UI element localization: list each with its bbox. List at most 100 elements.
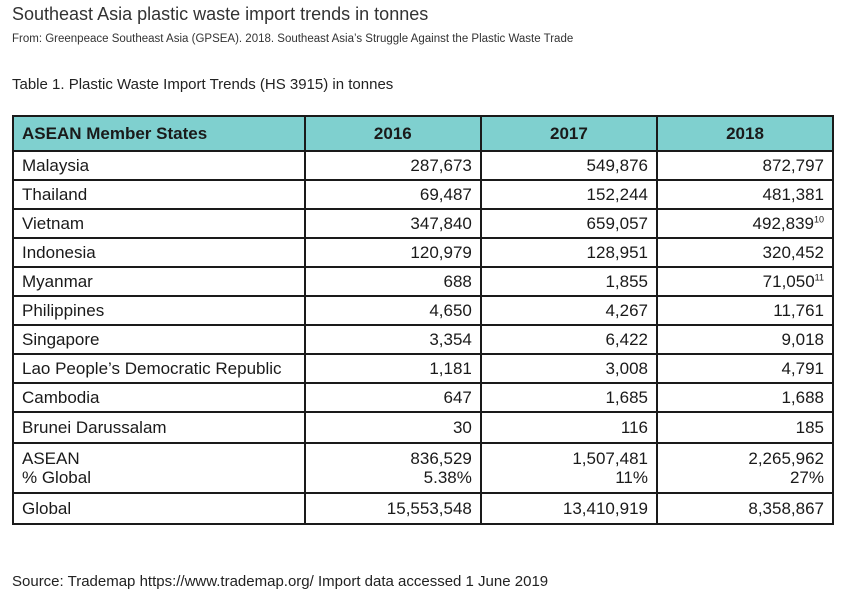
value-2018: 481,381 (655, 179, 835, 210)
table-row: Myanmar 688 1,855 71,05011 (12, 266, 835, 297)
table-row: Singapore 3,354 6,422 9,018 (12, 324, 835, 355)
value-text: 4,791 (781, 358, 824, 378)
table-header-row: ASEAN Member States 2016 2017 2018 (12, 115, 835, 152)
value-2016: 1,181 (303, 353, 482, 384)
table-row: Philippines 4,650 4,267 11,761 (12, 295, 835, 326)
value-text: 320,452 (762, 242, 824, 262)
value-2017: 6,422 (479, 324, 658, 355)
table-row: Thailand 69,487 152,244 481,381 (12, 179, 835, 210)
value-2018: 4,791 (655, 353, 835, 384)
value-2018: 9,018 (655, 324, 835, 355)
table-row: Brunei Darussalam 30 116 185 (12, 411, 835, 444)
table-row: Indonesia 120,979 128,951 320,452 (12, 237, 835, 268)
value-text: 152,244 (586, 184, 648, 204)
asean-2018-value: 2,265,962 (748, 449, 824, 468)
value-text: 69,487 (419, 184, 472, 204)
country-name: Lao People’s Democratic Republic (12, 353, 306, 384)
value-text: 1,688 (781, 387, 824, 407)
value-text: 1,685 (605, 387, 648, 407)
header-member-states: ASEAN Member States (12, 115, 306, 152)
value-2016: 347,840 (303, 208, 482, 239)
value-2016: 3,354 (303, 324, 482, 355)
asean-2017-value: 1,507,481 (572, 449, 648, 468)
asean-2016-cell: 836,529 5.38% (303, 442, 482, 494)
value-text: 872,797 (762, 155, 824, 175)
value-2017: 659,057 (479, 208, 658, 239)
country-name: Indonesia (12, 237, 306, 268)
country-name: Vietnam (12, 208, 306, 239)
value-text: 481,381 (762, 184, 824, 204)
asean-2017-cell: 1,507,481 11% (479, 442, 658, 494)
value-text: 9,018 (781, 329, 824, 349)
asean-label: ASEAN (22, 449, 80, 468)
country-name: Malaysia (12, 150, 306, 181)
table-row: Malaysia 287,673 549,876 872,797 (12, 150, 835, 181)
value-2016: 4,650 (303, 295, 482, 326)
value-text: 347,840 (410, 213, 472, 233)
country-name: Singapore (12, 324, 306, 355)
value-2018: 1,688 (655, 382, 835, 413)
table-row: Vietnam 347,840 659,057 492,83910 (12, 208, 835, 239)
value-text: 6,422 (605, 329, 648, 349)
asean-2016-pct: 5.38% (423, 468, 472, 487)
asean-2016-value: 836,529 (410, 449, 472, 468)
value-2017: 128,951 (479, 237, 658, 268)
country-name: Thailand (12, 179, 306, 210)
global-2017-value: 13,410,919 (479, 492, 658, 525)
value-text: 30 (452, 417, 472, 437)
global-total-row: Global 15,553,548 13,410,919 8,358,867 (12, 492, 835, 525)
value-text: 116 (620, 417, 648, 437)
value-text: 549,876 (586, 155, 648, 175)
global-2018-value: 8,358,867 (655, 492, 835, 525)
value-text: 71,050 (762, 271, 815, 291)
value-text: 688 (443, 271, 472, 291)
footnote-marker: 11 (814, 271, 824, 282)
value-2016: 69,487 (303, 179, 482, 210)
value-text: 1,181 (429, 358, 472, 378)
country-name: Brunei Darussalam (12, 411, 306, 444)
value-2016: 647 (303, 382, 482, 413)
value-2018: 320,452 (655, 237, 835, 268)
value-text: 185 (795, 417, 824, 437)
header-2016: 2016 (303, 115, 482, 152)
page-source-citation: From: Greenpeace Southeast Asia (GPSEA).… (12, 33, 574, 45)
footnote-marker: 10 (813, 213, 824, 224)
asean-total-row: ASEAN % Global 836,529 5.38% 1,507,481 1… (12, 442, 835, 494)
pct-global-label: % Global (22, 468, 91, 487)
asean-label-cell: ASEAN % Global (12, 442, 306, 494)
asean-2017-pct: 11% (615, 468, 648, 487)
value-2018: 492,83910 (655, 208, 835, 239)
value-2017: 152,244 (479, 179, 658, 210)
global-2016-value: 15,553,548 (303, 492, 482, 525)
value-2017: 116 (479, 411, 658, 444)
value-2016: 688 (303, 266, 482, 297)
page-title: Southeast Asia plastic waste import tren… (12, 4, 429, 24)
country-name: Myanmar (12, 266, 306, 297)
value-text: 11,761 (773, 300, 824, 320)
table-row: Lao People’s Democratic Republic 1,181 3,0… (12, 353, 835, 384)
asean-2018-pct: 27% (789, 468, 824, 487)
table-row: Cambodia 647 1,685 1,688 (12, 382, 835, 413)
value-text: 492,839 (752, 213, 814, 233)
global-label: Global (12, 492, 306, 525)
header-2018: 2018 (655, 115, 835, 152)
value-2017: 1,685 (479, 382, 658, 413)
value-text: 287,673 (410, 155, 472, 175)
value-2018: 185 (655, 411, 835, 444)
table-caption: Table 1. Plastic Waste Import Trends (HS… (12, 76, 394, 93)
value-2018: 11,761 (655, 295, 835, 326)
value-2018: 872,797 (655, 150, 835, 181)
value-2018: 71,05011 (655, 266, 835, 297)
plastic-import-table: ASEAN Member States 2016 2017 2018 Malay… (12, 115, 835, 525)
value-text: 4,650 (429, 300, 472, 320)
footer-source: Source: Trademap https://www.trademap.or… (12, 573, 549, 590)
value-text: 4,267 (605, 300, 648, 320)
value-2017: 4,267 (479, 295, 658, 326)
country-name: Cambodia (12, 382, 306, 413)
value-text: 647 (443, 387, 472, 407)
value-text: 659,057 (586, 213, 648, 233)
value-2017: 1,855 (479, 266, 658, 297)
asean-2018-cell: 2,265,962 27% (655, 442, 835, 494)
value-text: 3,354 (429, 329, 472, 349)
country-name: Philippines (12, 295, 306, 326)
